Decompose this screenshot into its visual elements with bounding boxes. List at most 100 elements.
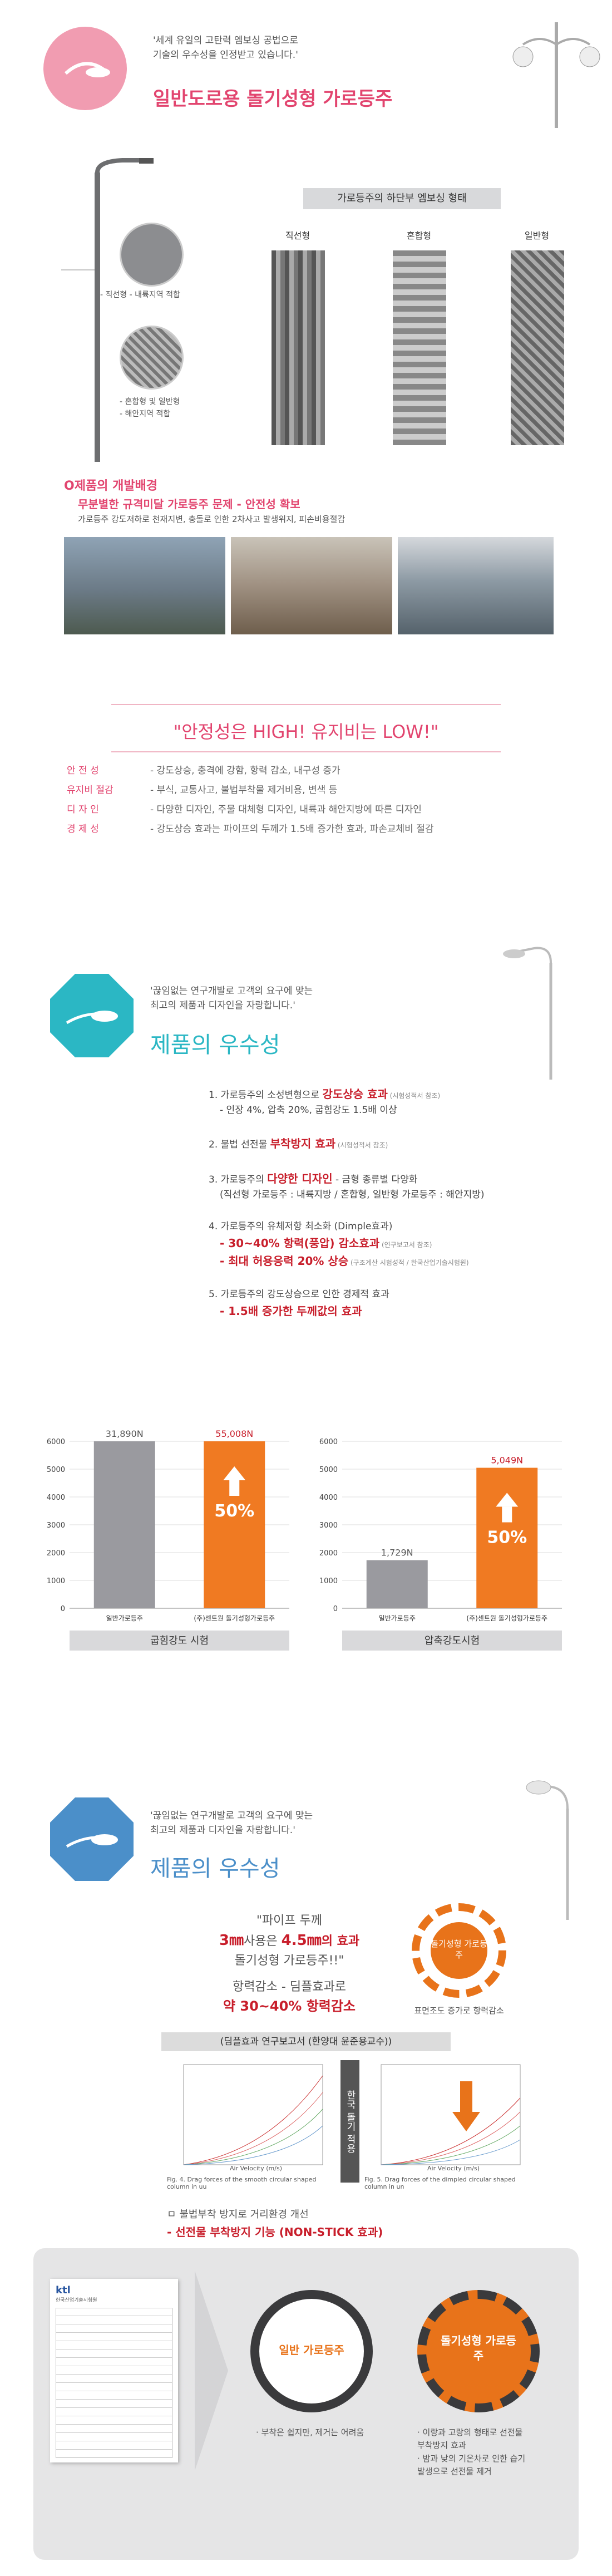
y-tick-label: 1000: [319, 1577, 338, 1585]
y-tick-label: 6000: [47, 1438, 65, 1446]
section-excellence: '끊임없는 연구개발로 고객의 요구에 맞는 최고의 제품과 디자인을 자랑합니…: [0, 940, 612, 1720]
data-label: 1,729N: [381, 1548, 413, 1558]
point-note: (연구보고서 참조): [379, 1241, 432, 1249]
quote-line: "파이프 두께: [256, 1914, 323, 1928]
feature-item: 디 자 인 - 다양한 디자인, 주물 대체형 디자인, 내륙과 해안지방에 따…: [67, 801, 556, 815]
up-arrow-icon: [229, 1480, 240, 1496]
section2-badge: [50, 974, 134, 1057]
y-tick-label: 3000: [47, 1521, 65, 1530]
quote-line: 돌기성형 가로등주!!": [234, 1954, 344, 1968]
feature-item: 경 제 성 - 강도상승 효과는 파이프의 두께가 1.5배 증가한 효과, 파…: [67, 821, 556, 835]
point-text: 1. 가로등주의 소성변형으로: [209, 1090, 323, 1101]
background-desc: 가로등주 강도저하로 천재지변, 충돌로 인한 2차사고 발생위지, 피손비용절…: [78, 514, 346, 524]
callout-line: - 해안지역 적합: [120, 409, 171, 418]
point-4: 4. 가로등주의 유체저항 최소화 (Dimple효과) - 30~40% 항력…: [209, 1219, 576, 1270]
y-tick-label: 0: [61, 1605, 65, 1613]
bar: [93, 1441, 155, 1608]
background-subtitle: 무분별한 규격미달 가로등주 문제 - 안전성 확보: [78, 498, 300, 511]
report-table: [56, 2308, 172, 2458]
y-tick-label: 4000: [319, 1494, 338, 1502]
point-2: 2. 불법 선전물 부착방지 효과 (시험성적서 참조): [209, 1135, 576, 1152]
section2-intro: '끊임없는 연구개발로 고객의 요구에 맞는 최고의 제품과 디자인을 자랑합니…: [150, 984, 462, 1013]
section1-badge: [43, 27, 127, 110]
point-note: (시험성적서 참조): [387, 1092, 441, 1100]
pipe-mixed: [393, 250, 446, 445]
intro-line: '세계 유일의 고탄력 엠보싱 공법으로: [153, 35, 298, 46]
graph-axis-label: Air Velocity (m/s): [230, 2165, 282, 2172]
data-label: 5,049N: [491, 1455, 523, 1466]
nonstick-panel: ktl 한국산업기술시험원 일반 가로등주 · 부착은 쉽지만, 제거는 어려움…: [33, 2248, 579, 2560]
accident-photos: [64, 537, 554, 634]
y-tick-label: 0: [333, 1605, 338, 1613]
intro-line: '끊임없는 연구개발로 고객의 요구에 맞는: [150, 986, 313, 997]
feature-label: 경 제 성: [67, 824, 99, 835]
dimple-quote: "파이프 두께 3㎜사용은 4.5㎜의 효과 돌기성형 가로등주!!" 항력감소…: [195, 1912, 384, 2016]
ring-label: 돌기성형 가로등주: [431, 1922, 487, 1979]
point-emphasis: 부착방지 효과: [270, 1137, 336, 1151]
point-emphasis: - 30~40% 항력(풍압) 감소효과: [220, 1237, 380, 1250]
up-arrow-icon: [502, 1506, 512, 1523]
section1-title: 일반도로용 돌기성형 가로등주: [153, 88, 393, 110]
section-excellence-2: '끊임없는 연구개발로 고객의 요구에 맞는 최고의 제품과 디자인을 자랑합니…: [0, 1775, 612, 2576]
point-emphasis: 다양한 디자인: [267, 1171, 333, 1185]
callout-straight: - 직선형 - 내륙지역 적합: [100, 290, 180, 299]
category-label: (주)센트원 돌기성형가로등주: [466, 1614, 547, 1622]
point-3: 3. 가로등주의 다양한 디자인 - 금형 종류별 다양화 (직선형 가로등주 …: [209, 1170, 576, 1203]
feature-text: - 강도상승 효과는 파이프의 두께가 1.5배 증가한 효과, 파손교체비 절…: [150, 824, 434, 835]
graph-caption: Fig. 5. Drag forces of the dimpled circu…: [364, 2176, 516, 2190]
street-lamp-icon: [66, 1834, 118, 1848]
point-5: 5. 가로등주의 강도상승으로 인한 경제적 효과 - 1.5배 증가한 두께값…: [209, 1287, 576, 1320]
category-label: 일반가로등주: [379, 1614, 416, 1622]
point-text: 5. 가로등주의 강도상승으로 인한 경제적 효과: [209, 1288, 389, 1300]
embossed-pole-caption: · 이랑과 고랑의 형태로 선전물 부착방지 효과 · 밤과 낮의 기온차로 인…: [417, 2426, 567, 2478]
emboss-type-label: 직선형: [285, 230, 310, 241]
dimpled-drag-graph: [381, 2064, 521, 2165]
decor-lamppost-icon: [512, 22, 600, 128]
point-emphasis: - 최대 허용응력 20% 상승: [220, 1254, 349, 1268]
feature-label: 유지비 절감: [67, 785, 113, 796]
embossed-pole-ring: 돌기성형 가로등주: [417, 2290, 540, 2412]
decor-lamppost-icon: [503, 947, 552, 1080]
accident-photo: [398, 537, 554, 634]
section3-intro: '끊임없는 연구개발로 고객의 요구에 맞는 최고의 제품과 디자인을 자랑합니…: [150, 1809, 462, 1838]
accident-photo: [231, 537, 392, 634]
feature-item: 안 전 성 - 강도상승, 충격에 강함, 항력 감소, 내구성 증가: [67, 762, 556, 776]
y-tick-label: 2000: [47, 1549, 65, 1558]
pipe-general: [511, 250, 564, 445]
feature-text: - 다양한 디자인, 주물 대체형 디자인, 내륙과 해안지방에 따른 디자인: [150, 804, 422, 815]
feature-list: 안 전 성 - 강도상승, 충격에 강함, 항력 감소, 내구성 증가 유지비 …: [0, 762, 612, 851]
point-text: 3. 가로등주의: [209, 1174, 268, 1185]
section-street-light: '세계 유일의 고탄력 엠보싱 공법으로 기술의 우수성을 인정받고 있습니다.…: [0, 0, 612, 752]
caption-line: · 밤과 낮의 기온차로 인한 습기: [417, 2453, 526, 2464]
smooth-drag-graph: [183, 2064, 323, 2165]
up-arrow-icon: [223, 1466, 246, 1480]
emboss-type-label: 혼합형: [406, 230, 432, 241]
intro-line: 최고의 제품과 디자인을 자랑합니다.': [150, 1825, 295, 1836]
y-tick-label: 2000: [319, 1549, 338, 1558]
divider: [111, 704, 501, 705]
mixed-pattern-zoom: [120, 326, 184, 390]
category-label: 일반가로등주: [106, 1614, 143, 1622]
section3-badge: [50, 1797, 134, 1881]
chart-title: 굽힘강도 시험: [150, 1635, 209, 1647]
feature-label: 안 전 성: [67, 765, 99, 776]
feature-items: 안 전 성 - 강도상승, 충격에 강함, 항력 감소, 내구성 증가 유지비 …: [67, 762, 556, 840]
chart-title-bar: [342, 1631, 562, 1651]
point-emphasis: 강도상승 효과: [322, 1087, 388, 1101]
ktl-logo: ktl: [56, 2284, 71, 2296]
street-lamp-icon: [66, 1011, 118, 1025]
y-tick-label: 4000: [47, 1494, 65, 1502]
nonstick-line: ㅁ 불법부착 방지로 거리환경 개선: [167, 2209, 309, 2220]
ktl-logo-sub: 한국산업기술시험원: [56, 2298, 97, 2303]
caption-line: · 이랑과 고랑의 형태로 선전물: [417, 2427, 523, 2437]
y-tick-label: 5000: [319, 1466, 338, 1474]
caption-line: 발생으로 선전물 제거: [417, 2466, 492, 2476]
decor-lamppost-icon: [526, 1780, 569, 1920]
feature-item: 유지비 절감 - 부식, 교통사고, 불법부착물 제거비용, 변색 등: [67, 782, 556, 796]
street-lamp-icon: [64, 62, 110, 77]
slogan: "안정성은 HIGH! 유지비는 LOW!": [173, 721, 439, 742]
section1-intro: '세계 유일의 고탄력 엠보싱 공법으로 기술의 우수성을 인정받고 있습니다.…: [153, 33, 465, 63]
emboss-type-label: 일반형: [524, 230, 550, 241]
y-tick-label: 1000: [47, 1577, 65, 1585]
up-arrow-icon: [496, 1493, 519, 1507]
